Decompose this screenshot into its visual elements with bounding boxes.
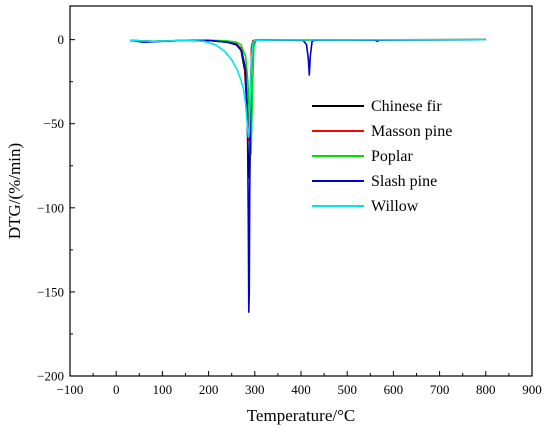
x-tick-label: 800 [476,382,496,397]
y-tick-label: −150 [37,284,64,299]
y-tick-label: −50 [44,116,64,131]
legend-label-slash-pine: Slash pine [371,173,437,190]
x-tick-label: 100 [153,382,173,397]
y-axis-title: DTG/(%/min) [5,143,24,239]
legend-label-chinese-fir: Chinese fir [371,98,442,115]
legend-label-willow: Willow [371,198,419,215]
legend: Chinese fir Masson pine Poplar Slash pine Wi… [306,78,474,218]
x-tick-label: 300 [245,382,265,397]
legend-label-poplar: Poplar [371,148,413,165]
x-tick-label: 0 [113,382,120,397]
legend-label-masson-pine: Masson pine [371,123,452,140]
x-tick-label: 500 [337,382,357,397]
legend-box [306,78,474,218]
x-tick-label: 600 [384,382,404,397]
x-tick-label: −100 [57,382,84,397]
y-tick-label: −200 [37,369,64,384]
axes: −100 0 100 200 300 400 500 600 700 800 900 0 −50 −100… [37,5,542,397]
series-lines [129,38,486,313]
x-tick-label: 900 [522,382,542,397]
x-tick-label: 400 [291,382,311,397]
y-tick-label: 0 [58,32,65,47]
y-tick-label: −100 [37,200,64,215]
x-tick-label: 700 [430,382,450,397]
x-axis-title: Temperature/°C [247,406,356,425]
series-line-willow [130,38,486,138]
x-tick-label: 200 [199,382,219,397]
